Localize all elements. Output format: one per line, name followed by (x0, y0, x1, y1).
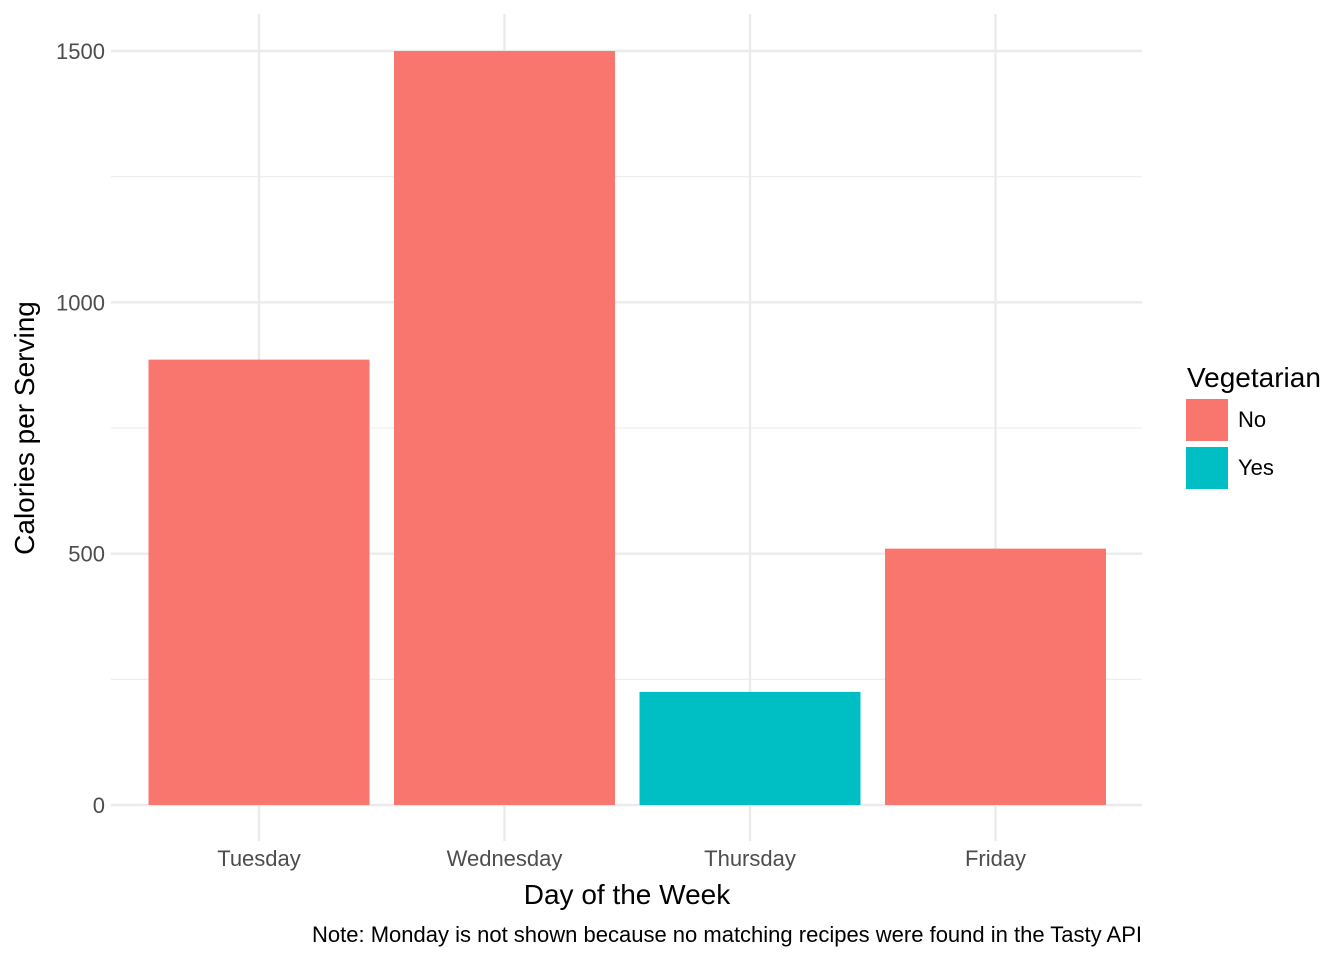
legend-key-no (1186, 399, 1228, 441)
y-tick-label: 500 (68, 542, 105, 567)
bar-tuesday (148, 359, 370, 805)
bar-thursday (639, 691, 861, 805)
x-axis-title: Day of the Week (524, 879, 731, 910)
x-axis-ticks: Tuesday Wednesday Thursday Friday (217, 846, 1026, 871)
legend-label-yes: Yes (1238, 455, 1274, 480)
legend-label-no: No (1238, 407, 1266, 432)
bar-friday (885, 548, 1106, 805)
y-tick-label: 0 (93, 793, 105, 818)
bar-wednesday (394, 51, 615, 805)
y-axis-title: Calories per Serving (9, 301, 40, 555)
x-tick-label: Wednesday (447, 846, 563, 871)
bars (148, 51, 1106, 805)
y-axis-ticks: 0 500 1000 1500 (56, 39, 105, 818)
x-tick-label: Thursday (704, 846, 796, 871)
y-tick-label: 1000 (56, 290, 105, 315)
legend-key-yes (1186, 447, 1228, 489)
legend-title: Vegetarian (1187, 362, 1321, 393)
chart-caption: Note: Monday is not shown because no mat… (312, 922, 1142, 947)
y-tick-label: 1500 (56, 39, 105, 64)
legend-entries: No Yes (1186, 399, 1274, 489)
x-tick-label: Tuesday (217, 846, 301, 871)
legend: Vegetarian No Yes (1186, 362, 1321, 489)
x-tick-label: Friday (965, 846, 1026, 871)
